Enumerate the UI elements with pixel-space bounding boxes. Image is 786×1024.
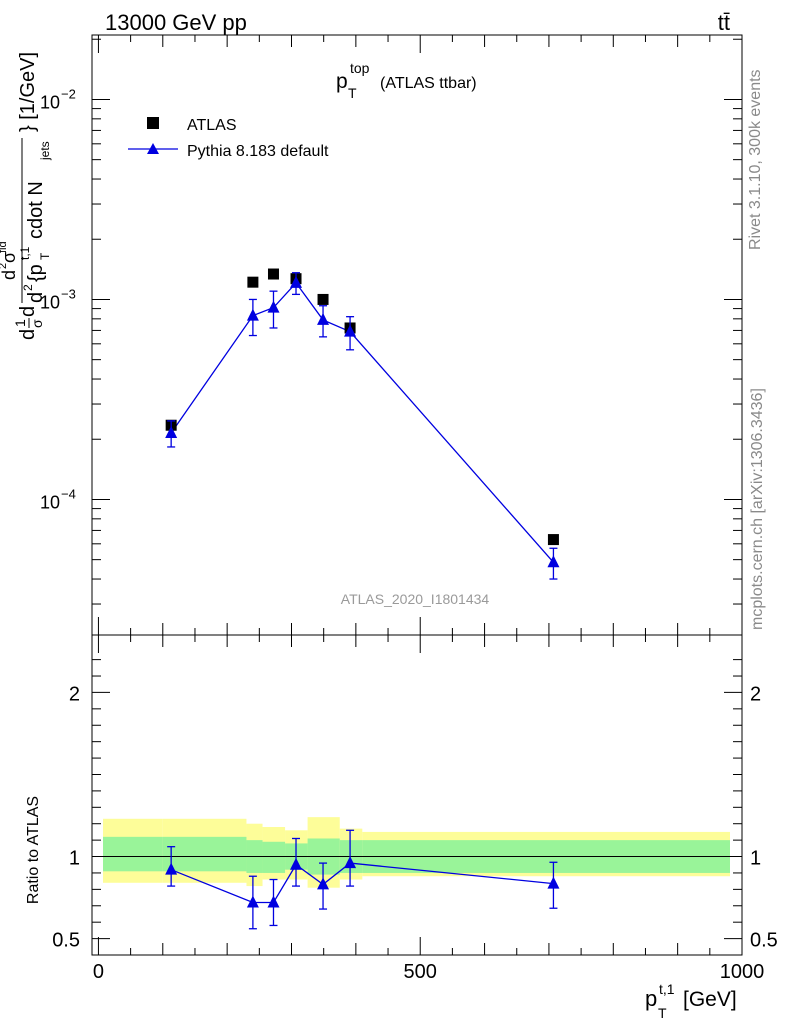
data-point [317,293,329,305]
y-tick-label: 10 [40,292,60,312]
ylabel-d2: d [17,306,39,317]
ratio-y-label: Ratio to ATLAS [25,796,42,904]
data-point [267,268,279,280]
ylabel-dd2sup: 2 [21,284,35,291]
ratio-tick-label-right: 1 [750,848,761,870]
ylabel-cdot: cdot N [25,181,47,239]
ratio-point [165,862,178,875]
ratio-point [344,856,357,869]
data-points-group [165,268,559,546]
mc-point [547,555,560,568]
xlabel-main: p [645,986,657,1011]
ratio-axis-ticks: 0.5 0.5 1 1 2 2 0 500 1000 [52,635,778,983]
title-main: p [336,70,348,93]
legend-data-marker [147,117,159,129]
ylabel-unit: } [1/GeV] [17,52,39,132]
y-axis-label: d 1 σ d d 2 σ fid d 2 {p T t,1 cdot N je… [0,52,52,340]
ylabel-one: 1 [12,319,28,327]
ylabel-pt-sub: T [38,252,52,260]
process-label: tt̄ [718,10,730,35]
ratio-point [246,895,259,908]
mc-point [165,425,178,438]
rivet-label: Rivet 3.1.10, 300k events [747,69,764,250]
legend-mc-marker [147,143,159,154]
x-tick-label: 0 [93,961,104,983]
ratio-tick-label: 1 [69,848,80,870]
x-tick-label: 500 [404,961,437,983]
mc-line-group [170,281,554,563]
ylabel-jets: jets [38,141,52,161]
ratio-point [290,857,303,870]
ylabel-fid: fid [0,241,9,253]
band-inner-group [103,836,730,875]
ratio-tick-label: 2 [69,683,80,705]
data-point [547,534,559,546]
ylabel-dsq: d [0,270,19,280]
main-panel: 10−210−310−4 [40,34,743,636]
mcplots-label: mcplots.cern.ch [arXiv:1306.3436] [749,388,766,630]
y-tick-exponent: −4 [61,486,76,501]
ylabel-sq: 2 [0,263,9,269]
band-inner [103,836,163,872]
ylabel-sigma: σ [29,319,45,328]
ratio-tick-label-right: 2 [750,683,761,705]
ratio-frame [91,634,743,956]
legend: ATLAS Pythia 8.183 default [128,117,329,160]
mc-point [290,275,303,288]
analysis-watermark: ATLAS_2020_I1801434 [341,591,490,607]
mc-point [344,324,357,337]
mc-point [317,312,330,325]
ylabel-brace: {p [25,264,47,282]
y-tick-exponent: −2 [61,86,76,101]
ratio-point [267,895,280,908]
ratio-panel: 0.5 0.5 1 1 2 2 0 500 1000 [52,634,778,983]
xlabel-sub: T [658,1005,667,1021]
x-tick-label: 1000 [720,961,765,983]
mc-points-group [165,272,560,580]
mc-series-line [170,281,554,563]
band-inner [262,841,286,873]
mc-point [246,308,259,321]
ratio-tick-label: 0.5 [52,930,80,952]
mc-point [267,300,280,313]
y-tick-label: 10 [40,92,60,112]
ratio-point [547,876,560,889]
band-inner [162,836,247,872]
x-axis-label: p t,1 T [GeV] [645,981,737,1021]
ratio-tick-label-right: 0.5 [750,930,778,952]
ratio-points-group [165,829,560,930]
beam-label: 13000 GeV pp [105,10,247,35]
main-axis-ticks: 10−210−310−4 [40,35,743,635]
legend-data-label: ATLAS [187,117,237,134]
xlabel-sup: t,1 [659,981,675,997]
title-sup: top [350,60,370,76]
ylabel-pt-sup: t,1 [18,246,32,260]
ratio-point [317,877,330,890]
title-suffix: (ATLAS ttbar) [380,75,477,92]
title-sub: T [348,85,357,101]
y-tick-exponent: −3 [61,286,76,301]
plot-title: p top T (ATLAS ttbar) [336,60,477,101]
ylabel-sigsym: σ [0,252,19,263]
ylabel-d1: d [17,329,39,340]
legend-mc-label: Pythia 8.183 default [187,143,329,160]
data-point [247,276,259,288]
xlabel-unit: [GeV] [683,988,737,1011]
y-tick-label: 10 [40,492,60,512]
ylabel-dd2: d [25,292,47,303]
